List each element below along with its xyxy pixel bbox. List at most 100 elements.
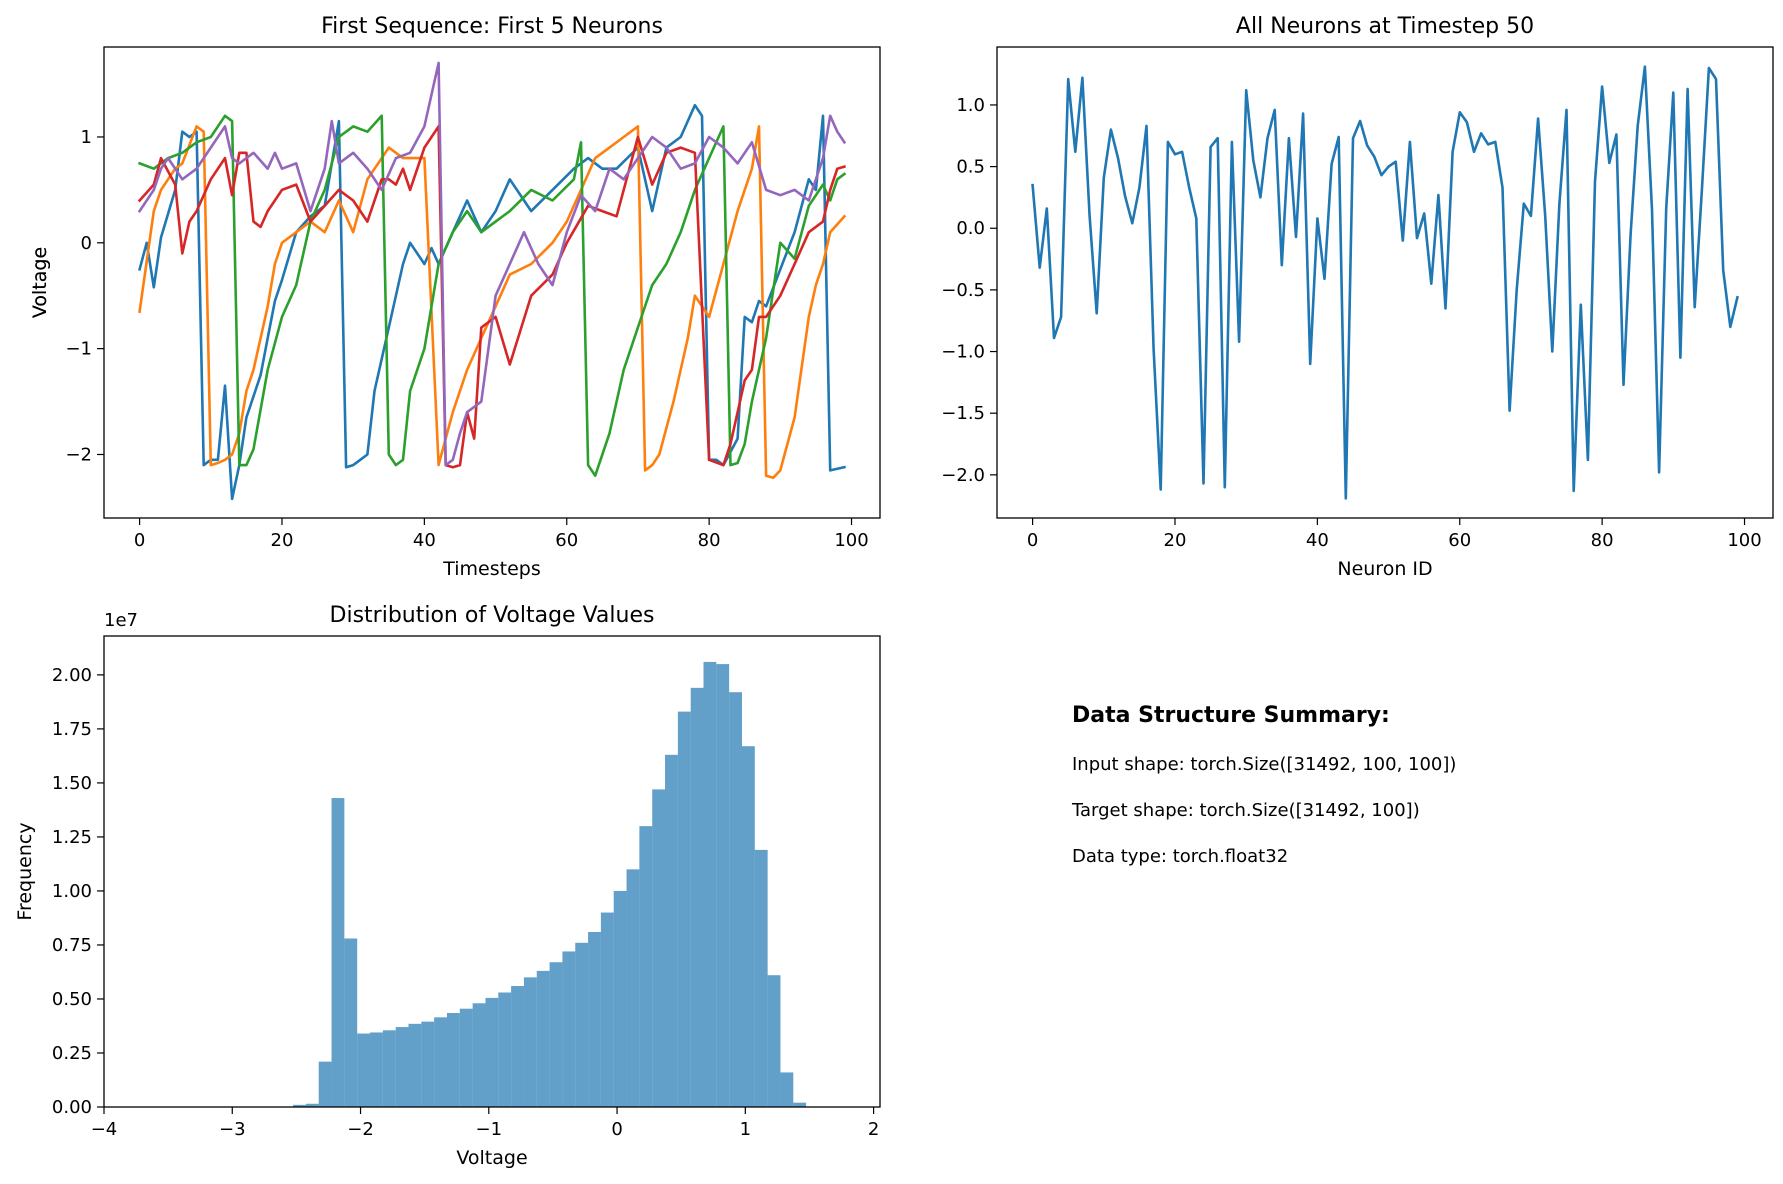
data-structure-summary: Data Structure Summary: Input shape: tor… [1072, 703, 1732, 892]
histogram-bar [395, 1027, 409, 1107]
histogram-bar [793, 1102, 807, 1107]
y-tick-label: 1.00 [52, 881, 92, 902]
chart-title: Distribution of Voltage Values [330, 603, 655, 628]
histogram-bar [536, 970, 550, 1107]
y-tick-label: −1 [65, 339, 92, 360]
x-tick-label: 20 [1164, 530, 1187, 551]
x-tick-label: 0 [134, 530, 145, 551]
x-tick-label: 80 [1591, 530, 1614, 551]
plot-voltage-distribution: −4 −3 −2 −1 0 1 2 0.00 0.25 0.50 0.75 1.00 1.25 1.50 1… [14, 603, 881, 1169]
y-tick-label: −0.5 [941, 280, 985, 301]
summary-target-shape: Target shape: torch.Size([31492, 100]) [1072, 800, 1420, 821]
y-tick-label: −2.0 [941, 465, 985, 486]
histogram-bar [703, 661, 717, 1107]
y-tick-label: −1.0 [941, 342, 985, 363]
histogram-bar [549, 962, 563, 1107]
histogram-bar [434, 1017, 447, 1107]
x-tick-label: 40 [1306, 530, 1329, 551]
y-tick-label: 0.75 [52, 935, 92, 956]
histogram-bar [382, 1030, 396, 1107]
histogram-bar [498, 992, 512, 1107]
histogram-bar [459, 1008, 473, 1107]
histogram-bar [613, 890, 627, 1107]
x-tick-label: 0 [611, 1119, 622, 1140]
y-tick-label: 0.00 [52, 1097, 92, 1118]
histogram-bar [729, 692, 742, 1107]
series-line-5 [137, 61, 847, 467]
x-tick-label: 1 [740, 1119, 751, 1140]
y-tick-label: 0.50 [52, 989, 92, 1010]
y-tick-label: 0.5 [956, 157, 985, 178]
histogram-bar [665, 754, 678, 1107]
histogram-bar [344, 938, 358, 1107]
y-tick-label: 0 [81, 233, 92, 254]
histogram-bar [370, 1032, 383, 1107]
x-tick-label: 0 [1027, 530, 1038, 551]
plot-timestep-50: 0 20 40 60 80 100−2.0−1.5−1.0−0.50.00.51.0All… [29, 14, 1774, 580]
histogram-bar [331, 798, 345, 1107]
histogram-bar [472, 1003, 486, 1107]
histogram-bar [588, 931, 601, 1107]
histogram-bar [754, 849, 768, 1107]
series-line-1 [138, 103, 846, 501]
x-axis-label: Timesteps [442, 558, 541, 580]
histogram-bar [639, 826, 653, 1107]
histogram-bar [305, 1103, 319, 1107]
y-tick-label: 2.00 [52, 665, 92, 686]
plot-area [997, 47, 1773, 518]
x-tick-label: 40 [413, 530, 436, 551]
histogram-bar [293, 1104, 306, 1107]
x-tick-label: 60 [1448, 530, 1471, 551]
x-tick-label: 100 [1727, 530, 1761, 551]
axes-frame [103, 635, 881, 1108]
histogram-bar [716, 664, 730, 1107]
x-axis-label: Neuron ID [1337, 558, 1432, 580]
histogram-bar [318, 1061, 332, 1107]
y-tick-label: 1 [81, 127, 92, 148]
series-line-1 [1031, 65, 1739, 500]
histogram-bar [485, 997, 499, 1107]
y-tick-label: −1.5 [941, 403, 985, 424]
histogram-bar [626, 869, 640, 1107]
chart-title: All Neurons at Timestep 50 [1236, 14, 1534, 39]
plot-first-sequence: 0 20 40 60 80 100 −2 −1 0 1 First Sequence: First … [29, 14, 881, 580]
histogram-bar [562, 951, 576, 1107]
histogram-bar [575, 942, 589, 1107]
y-offset-label: 1e7 [104, 610, 138, 631]
y-axis-label: Voltage [29, 247, 51, 318]
axes-frame [103, 46, 881, 519]
summary-data-type: Data type: torch.float32 [1072, 846, 1289, 867]
series-line-3 [137, 114, 847, 478]
histogram-bar [767, 975, 781, 1107]
y-tick-label: 1.50 [52, 773, 92, 794]
x-tick-label: −2 [347, 1119, 374, 1140]
x-tick-label: 20 [271, 530, 294, 551]
histogram-bar [421, 1021, 435, 1107]
x-tick-label: 60 [555, 530, 578, 551]
y-axis-label: Voltage [29, 247, 51, 318]
axes-frame [996, 46, 1774, 519]
histogram-bar [741, 746, 755, 1107]
x-axis-label: Voltage [456, 1147, 527, 1169]
series-line-4 [137, 125, 847, 469]
histogram-bar [446, 1013, 460, 1107]
x-tick-label: 100 [834, 530, 868, 551]
x-tick-label: −3 [219, 1119, 246, 1140]
x-tick-label: −1 [476, 1119, 503, 1140]
histogram-bar [652, 789, 666, 1107]
histogram-bar [523, 977, 537, 1107]
y-tick-label: 0.0 [956, 218, 985, 239]
histogram-bar [677, 711, 691, 1107]
histogram-bar [780, 1072, 794, 1107]
plot-area [104, 47, 880, 518]
y-tick-label: −2 [65, 444, 92, 465]
x-tick-label: 2 [868, 1119, 879, 1140]
y-tick-label: 1.25 [52, 827, 92, 848]
summary-input-shape: Input shape: torch.Size([31492, 100, 100… [1072, 754, 1457, 775]
histogram-bar [690, 687, 704, 1107]
summary-title: Data Structure Summary: [1072, 703, 1390, 728]
y-axis-label: Frequency [14, 822, 36, 920]
y-tick-label: 1.75 [52, 719, 92, 740]
x-tick-label: −4 [91, 1119, 118, 1140]
